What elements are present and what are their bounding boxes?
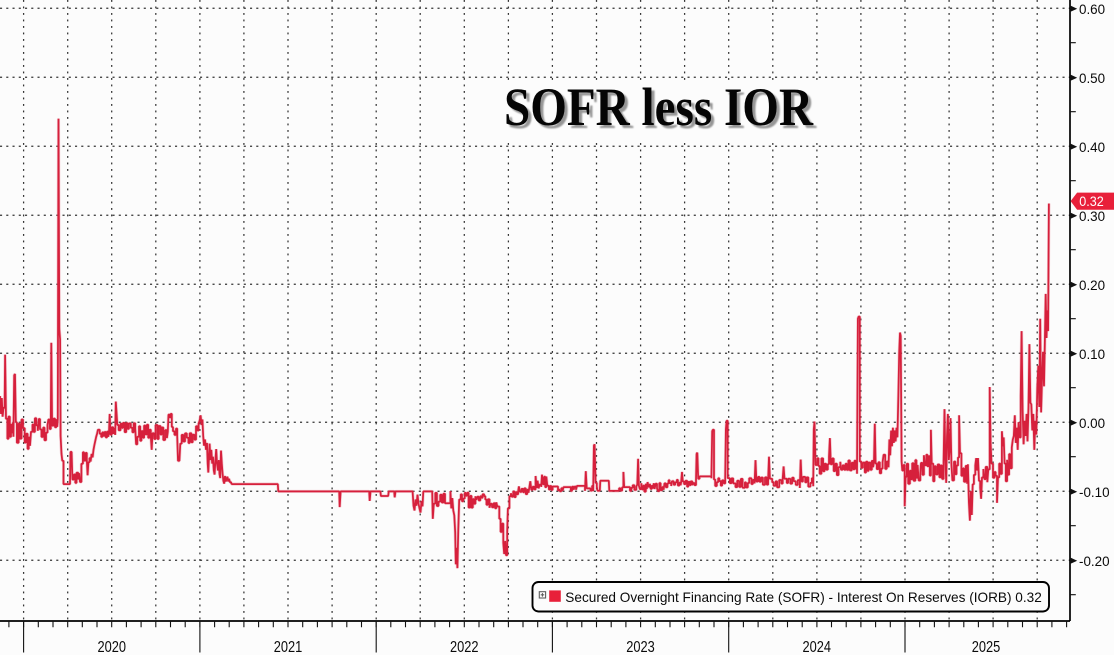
svg-text:2021: 2021 — [274, 639, 303, 655]
svg-text:0.30: 0.30 — [1079, 209, 1105, 224]
svg-text:-0.20: -0.20 — [1079, 554, 1110, 569]
svg-text:0.32: 0.32 — [1079, 194, 1104, 209]
svg-text:2025: 2025 — [972, 639, 1001, 655]
svg-text:0.50: 0.50 — [1079, 71, 1105, 86]
svg-text:0.60: 0.60 — [1079, 2, 1105, 17]
svg-text:0.20: 0.20 — [1079, 278, 1105, 293]
svg-text:0.10: 0.10 — [1079, 347, 1105, 362]
svg-text:2020: 2020 — [97, 639, 126, 655]
svg-text:SOFR less IOR: SOFR less IOR — [504, 77, 814, 137]
svg-text:0.00: 0.00 — [1079, 416, 1105, 431]
svg-text:2022: 2022 — [450, 639, 479, 655]
svg-text:Secured Overnight Financing Ra: Secured Overnight Financing Rate (SOFR) … — [565, 589, 1042, 605]
svg-text:SOFR less IOR: SOFR less IOR — [507, 80, 817, 140]
svg-text:0.40: 0.40 — [1079, 140, 1105, 155]
svg-text:2024: 2024 — [803, 639, 832, 655]
svg-text:2023: 2023 — [626, 639, 655, 655]
svg-text:-0.10: -0.10 — [1079, 485, 1110, 500]
